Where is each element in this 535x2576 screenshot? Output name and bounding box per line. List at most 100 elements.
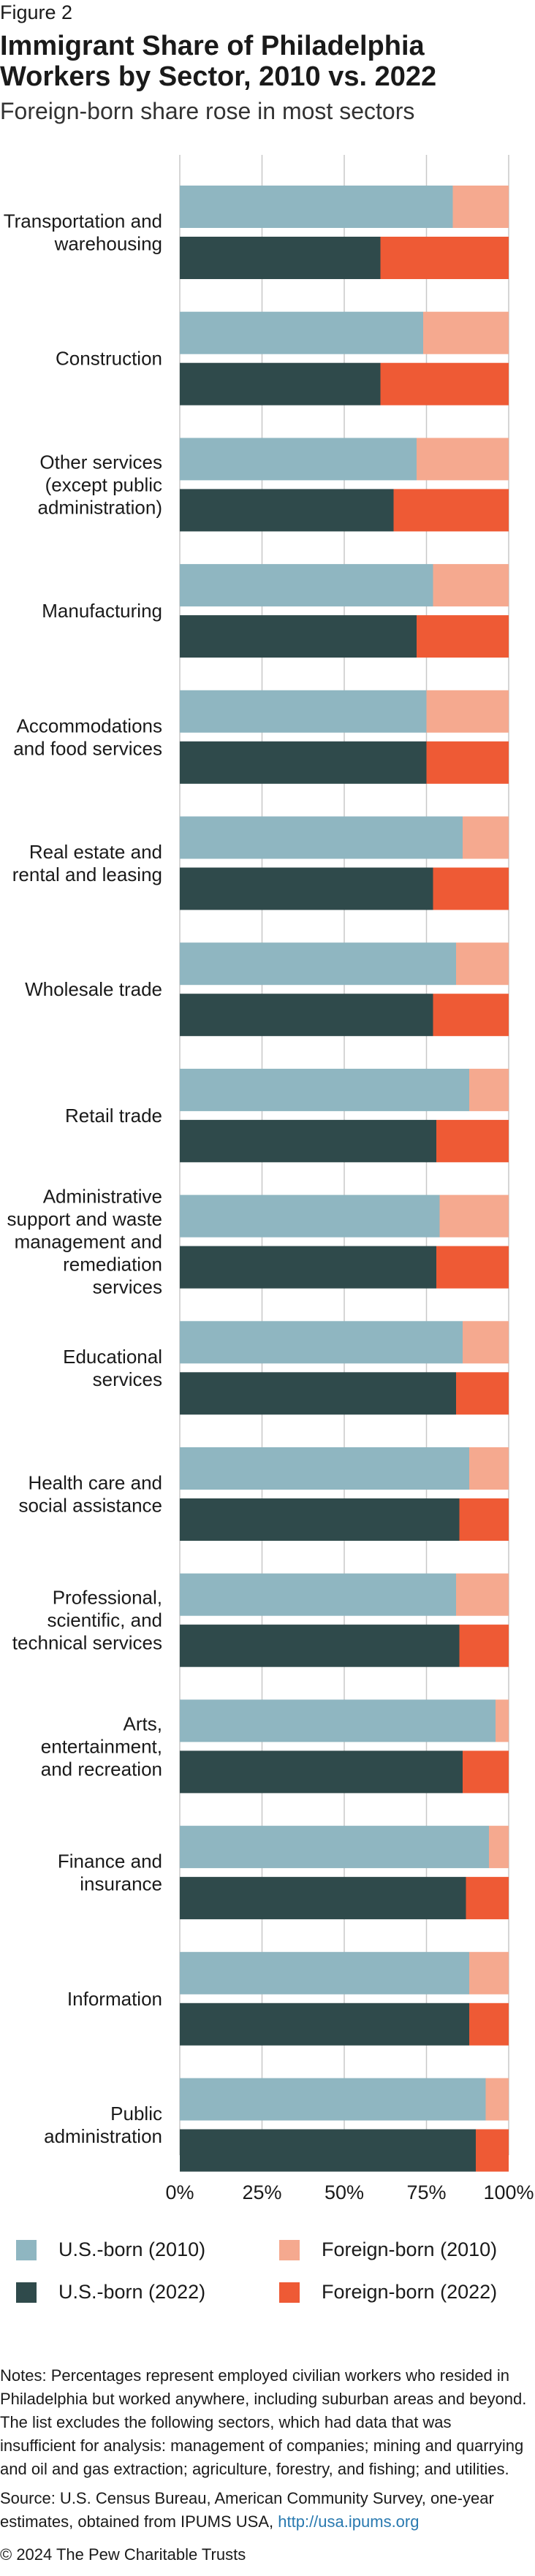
chart-subtitle: Foreign-born share rose in most sectors xyxy=(0,98,415,124)
bar-us-born-2010 xyxy=(180,1826,489,1869)
legend-item-us-born-2010: U.S.-born (2010) xyxy=(16,2238,205,2261)
bar-us-born-2010 xyxy=(180,1068,469,1111)
bar-foreign-born-2022 xyxy=(393,489,509,532)
bar-foreign-born-2010 xyxy=(439,1194,509,1238)
legend-label: Foreign-born (2022) xyxy=(322,2281,498,2303)
bar-us-born-2022 xyxy=(180,362,381,405)
bar-us-born-2022 xyxy=(180,1119,436,1162)
legend-label: Foreign-born (2010) xyxy=(322,2238,498,2260)
bar-foreign-born-2022 xyxy=(459,1498,509,1541)
sector-label-line: Real estate and xyxy=(29,841,162,863)
bar-us-born-2010 xyxy=(180,2078,486,2121)
sector-label: Health care and social assistance xyxy=(18,1472,162,1517)
bar-foreign-born-2010 xyxy=(489,1826,509,1869)
bar-us-born-2010 xyxy=(180,186,453,228)
sector-label: Educational services xyxy=(63,1346,162,1390)
sector-label: Arts, entertainment, and recreation xyxy=(41,1712,162,1780)
sector-label: Administrative support and waste managemen… xyxy=(7,1186,162,1298)
bar-foreign-born-2022 xyxy=(426,741,509,784)
bar-foreign-born-2010 xyxy=(417,438,509,481)
source-text: Source: U.S. Census Bureau, American Com… xyxy=(0,2489,494,2531)
source-link[interactable]: http://usa.ipums.org xyxy=(278,2512,420,2531)
bar-us-born-2010 xyxy=(180,438,417,481)
bar-foreign-born-2010 xyxy=(469,1447,509,1490)
bar-us-born-2010 xyxy=(180,564,433,607)
bar-foreign-born-2010 xyxy=(426,690,509,733)
sector-label-line: services xyxy=(93,1276,162,1298)
sector-label-line: Administrative xyxy=(43,1186,162,1208)
sector-label-line: social assistance xyxy=(18,1495,162,1517)
sector-label-line: and food services xyxy=(13,737,162,759)
x-tick-label: 25% xyxy=(242,2181,281,2203)
bar-us-born-2010 xyxy=(180,690,427,733)
figure-label: Figure 2 xyxy=(0,1,73,23)
bar-foreign-born-2010 xyxy=(456,1573,509,1616)
sector-label: Manufacturing xyxy=(42,600,162,622)
sector-label-line: Transportation and xyxy=(4,210,162,232)
sector-label-line: and recreation xyxy=(41,1758,162,1780)
bar-us-born-2022 xyxy=(180,2129,476,2172)
sector-label: Accommodations and food services xyxy=(13,715,162,759)
bar-us-born-2022 xyxy=(180,615,417,658)
legend-label: U.S.-born (2022) xyxy=(58,2281,206,2303)
bar-foreign-born-2010 xyxy=(423,311,509,354)
bar-foreign-born-2022 xyxy=(459,1624,509,1667)
sector-label-line: warehousing xyxy=(54,233,162,255)
sector-label-line: Health care and xyxy=(28,1472,162,1494)
sector-label-line: Accommodations xyxy=(17,715,162,736)
bar-us-born-2010 xyxy=(180,942,456,986)
bar-us-born-2022 xyxy=(180,237,381,279)
bar-us-born-2010 xyxy=(180,1447,469,1490)
bar-us-born-2010 xyxy=(180,1951,469,1994)
source: Source: U.S. Census Bureau, American Com… xyxy=(0,2487,529,2534)
bar-foreign-born-2010 xyxy=(463,816,509,859)
bar-foreign-born-2010 xyxy=(463,1321,509,1364)
bar-foreign-born-2022 xyxy=(463,1750,509,1794)
bar-foreign-born-2022 xyxy=(380,362,509,405)
bar-foreign-born-2022 xyxy=(469,2003,509,2046)
sector-label: Information xyxy=(67,1988,162,2010)
legend-swatch xyxy=(16,2282,37,2303)
bar-foreign-born-2022 xyxy=(433,867,509,910)
bar-us-born-2022 xyxy=(180,867,433,910)
sector-label: Real estate and rental and leasing xyxy=(12,841,162,885)
bar-foreign-born-2010 xyxy=(456,942,509,986)
bar-us-born-2022 xyxy=(180,1877,466,1920)
sector-label: Retail trade xyxy=(65,1105,162,1127)
sector-label: Finance and insurance xyxy=(58,1851,162,1895)
bar-foreign-born-2010 xyxy=(469,1951,509,1994)
bar-foreign-born-2022 xyxy=(433,994,509,1037)
sector-label-line: technical services xyxy=(12,1632,162,1654)
bar-foreign-born-2022 xyxy=(380,237,509,279)
x-tick-label: 0% xyxy=(165,2181,194,2203)
bar-foreign-born-2010 xyxy=(485,2078,509,2121)
sector-label-line: services xyxy=(93,1368,162,1390)
bar-foreign-born-2022 xyxy=(417,615,509,658)
sector-label-line: support and waste xyxy=(7,1208,162,1230)
chart-title: Immigrant Share of Philadelphia Workers … xyxy=(0,31,437,92)
bar-us-born-2010 xyxy=(180,311,423,354)
sector-label: Construction xyxy=(56,348,162,370)
sector-label-line: Other services xyxy=(39,451,162,473)
sector-label: Transportation and warehousing xyxy=(4,210,162,255)
sector-label-line: Professional, xyxy=(53,1587,162,1609)
sector-label-line: administration xyxy=(44,2125,162,2147)
bar-us-born-2022 xyxy=(180,489,394,532)
bar-foreign-born-2022 xyxy=(476,2129,509,2172)
sector-label-line: management and xyxy=(15,1231,162,1253)
sector-label-line: Information xyxy=(67,1988,162,2010)
bar-us-born-2010 xyxy=(180,1194,440,1238)
bar-us-born-2022 xyxy=(180,2003,469,2046)
sector-label: Public administration xyxy=(44,2103,162,2147)
sector-label-line: Retail trade xyxy=(65,1105,162,1127)
sector-label-line: insurance xyxy=(80,1873,162,1895)
sector-label: Professional, scientific, and technical se… xyxy=(12,1587,162,1654)
x-tick-label: 75% xyxy=(406,2181,446,2203)
sector-label: Wholesale trade xyxy=(25,978,162,1000)
bar-foreign-born-2022 xyxy=(456,1372,509,1415)
copyright: © 2024 The Pew Charitable Trusts xyxy=(0,2545,246,2564)
bar-us-born-2022 xyxy=(180,1246,436,1289)
bar-foreign-born-2010 xyxy=(452,186,509,228)
bar-foreign-born-2022 xyxy=(436,1119,509,1162)
sector-label-line: Finance and xyxy=(58,1851,162,1872)
